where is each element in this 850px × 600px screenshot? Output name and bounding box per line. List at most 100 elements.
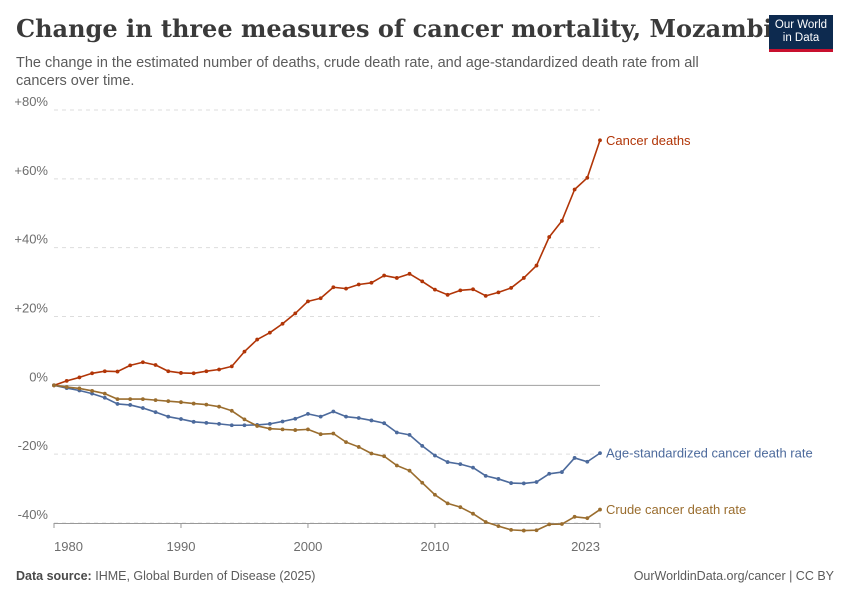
- data-point: [521, 276, 526, 280]
- data-point: [204, 420, 209, 425]
- data-point: [128, 363, 133, 368]
- data-point: [90, 388, 94, 393]
- data-point: [280, 321, 285, 326]
- series-label: Crude cancer death rate: [606, 502, 746, 517]
- data-point: [115, 369, 120, 374]
- data-point: [140, 397, 145, 401]
- data-point: [356, 282, 361, 287]
- data-point: [140, 360, 145, 365]
- chart-title: Change in three measures of cancer morta…: [16, 14, 823, 43]
- y-tick-label: +40%: [14, 232, 48, 247]
- data-point: [77, 386, 82, 391]
- y-tick-label: +60%: [14, 163, 48, 178]
- data-point: [369, 418, 374, 423]
- data-point: [115, 397, 120, 401]
- data-point: [534, 480, 539, 484]
- data-point: [90, 391, 94, 396]
- data-point: [128, 397, 133, 401]
- data-point: [509, 286, 514, 290]
- data-point: [102, 369, 107, 374]
- data-point: [306, 427, 310, 432]
- data-point: [179, 417, 183, 421]
- data-point: [293, 311, 298, 316]
- data-point: [521, 481, 526, 486]
- data-point: [179, 371, 183, 375]
- data-point: [306, 299, 310, 304]
- data-point: [369, 451, 374, 456]
- data-source-text[interactable]: IHME, Global Burden of Disease (2025): [95, 569, 316, 583]
- series-label: Age-standardized cancer death rate: [606, 446, 813, 461]
- data-point: [483, 293, 488, 298]
- series-label: Cancer deaths: [606, 133, 691, 148]
- data-point: [471, 465, 475, 470]
- data-point: [521, 528, 526, 533]
- data-point: [509, 481, 514, 485]
- data-point: [191, 371, 196, 376]
- data-point: [153, 410, 158, 415]
- data-point: [483, 473, 488, 478]
- data-point: [598, 138, 602, 143]
- data-point: [166, 414, 171, 419]
- data-point: [585, 516, 590, 521]
- data-source-label: Data source:: [16, 569, 92, 583]
- data-point: [547, 471, 552, 476]
- data-point: [433, 492, 437, 497]
- data-point: [217, 404, 221, 409]
- data-point: [534, 263, 539, 268]
- data-point: [267, 426, 272, 431]
- data-point: [534, 528, 539, 533]
- data-point: [483, 520, 488, 524]
- data-point: [280, 427, 285, 432]
- series-line: [53, 384, 601, 485]
- data-point: [445, 501, 450, 506]
- data-point: [471, 287, 475, 292]
- data-source: Data source: IHME, Global Burden of Dise…: [16, 569, 315, 583]
- data-point: [166, 399, 171, 404]
- series-line: [53, 140, 601, 387]
- data-point: [382, 273, 387, 278]
- data-point: [242, 417, 247, 422]
- data-point: [547, 235, 552, 239]
- data-point: [356, 416, 361, 420]
- data-point: [280, 419, 285, 424]
- data-point: [217, 367, 221, 372]
- y-tick-label: -40%: [18, 507, 49, 522]
- data-point: [394, 276, 399, 280]
- data-point: [433, 453, 437, 458]
- data-point: [229, 423, 234, 428]
- data-point: [318, 414, 323, 419]
- data-point: [153, 398, 158, 403]
- data-point: [293, 416, 298, 421]
- data-point: [394, 463, 399, 468]
- data-point: [64, 385, 69, 389]
- data-point: [458, 288, 463, 293]
- data-point: [179, 400, 183, 405]
- data-point: [191, 419, 196, 424]
- data-point: [598, 451, 602, 456]
- data-point: [369, 280, 374, 285]
- data-point: [560, 522, 564, 526]
- x-tick-label: 2000: [293, 539, 322, 554]
- data-point: [229, 408, 234, 413]
- data-point: [382, 454, 387, 459]
- data-point: [407, 271, 412, 276]
- data-point: [102, 391, 107, 396]
- data-point: [407, 468, 412, 473]
- y-tick-label: -20%: [18, 438, 49, 453]
- data-point: [496, 290, 501, 295]
- data-point: [572, 187, 577, 192]
- data-point: [267, 330, 272, 335]
- attribution-link[interactable]: OurWorldinData.org/cancer | CC BY: [633, 569, 834, 583]
- data-point: [140, 406, 145, 410]
- data-point: [547, 522, 552, 527]
- data-point: [496, 524, 501, 528]
- data-point: [331, 431, 336, 436]
- data-point: [560, 218, 564, 223]
- x-tick-label: 2010: [420, 539, 449, 554]
- owid-logo[interactable]: Our World in Data: [769, 15, 833, 52]
- data-point: [407, 432, 412, 437]
- data-point: [458, 462, 463, 467]
- data-point: [509, 527, 514, 532]
- data-point: [445, 460, 450, 464]
- data-point: [344, 286, 348, 291]
